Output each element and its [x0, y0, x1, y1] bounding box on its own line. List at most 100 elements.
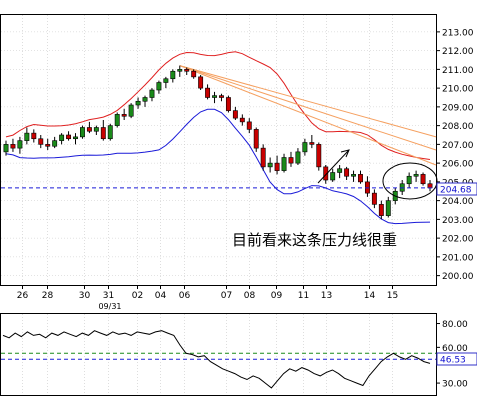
candle-body [295, 151, 301, 164]
x-tick-label: 06 [179, 291, 191, 301]
y-tick-label: 201.00 [442, 253, 474, 263]
x-tick-label: 26 [17, 291, 29, 301]
current-price-box [436, 182, 477, 196]
x-tick-label: 08 [244, 291, 256, 301]
y-tick-label: 203.00 [442, 216, 474, 226]
candle-body [163, 78, 169, 83]
candle-body [302, 142, 308, 153]
candle-body [45, 144, 51, 147]
candle-body [205, 87, 211, 98]
candle-body [80, 127, 85, 138]
candle-body [66, 134, 72, 140]
candle-body [156, 82, 162, 91]
candle-body [274, 162, 280, 171]
x-tick-label: 31 [103, 291, 114, 301]
band-lines [5, 51, 431, 225]
annotation-arrow [317, 149, 350, 184]
lower-band-line [5, 108, 431, 225]
indicator-line [2, 330, 431, 389]
candle-body [330, 172, 336, 181]
y-axis: 200.00201.00202.00203.00204.00205.00206.… [436, 28, 474, 282]
candle-body [149, 89, 155, 98]
x-tick-label: 04 [155, 291, 167, 301]
candle-body [427, 183, 433, 189]
annotation-text: 目前看来这条压力线很重 [232, 231, 397, 249]
current-value-label: 46.53 [440, 356, 466, 366]
candle-body [239, 117, 245, 123]
indicator-panel-frame [0, 313, 437, 396]
candle-body [59, 134, 65, 141]
candle-body [107, 125, 113, 140]
candle-body [406, 175, 412, 185]
candle-body [260, 147, 266, 168]
x-tick-label: 02 [132, 291, 143, 301]
highlight-ellipse [382, 162, 438, 200]
candle-body [177, 69, 183, 72]
upper-band-line [5, 51, 431, 160]
x-tick-label: 15 [387, 291, 398, 301]
candle-body [420, 174, 426, 185]
candle-body [100, 127, 106, 140]
candle-body [351, 174, 356, 177]
candle-body [191, 70, 197, 78]
annotation-arrowhead [340, 149, 350, 158]
indicator-y-tick-label: 60.00 [442, 344, 468, 354]
candle-body [309, 142, 315, 145]
resistance-line [179, 65, 437, 138]
candle-body [10, 144, 16, 149]
candle-body [142, 97, 148, 102]
current-value-box [436, 352, 477, 366]
x-tick-label: 07 [221, 291, 232, 301]
y-tick-label: 212.00 [442, 47, 474, 57]
candle-body [253, 129, 259, 149]
candle-body [232, 110, 238, 119]
candle-body [316, 144, 322, 168]
candle-body [93, 127, 99, 132]
x-tick-label: 30 [79, 291, 91, 301]
x-tick-label: 11 [298, 291, 309, 301]
candle-body [114, 114, 120, 126]
candle-body [121, 114, 127, 117]
indicator-series [1, 330, 436, 389]
candle-body [337, 168, 343, 173]
candle-body [267, 162, 273, 168]
y-tick-label: 208.00 [442, 122, 474, 132]
candle-body [31, 132, 37, 140]
y-tick-label: 209.00 [442, 103, 474, 113]
candle-body [128, 104, 134, 117]
candle-body [198, 76, 204, 89]
candle-body [52, 140, 58, 147]
candle-body [170, 70, 176, 80]
main-gridlines [1, 15, 436, 285]
x-axis: 26 28 30 31 02 04 06 07 08 09 11 13 14 15 [17, 285, 398, 301]
candle-body [225, 97, 231, 111]
candle-body [378, 204, 384, 216]
y-tick-label: 204.00 [442, 197, 474, 207]
candle-body [288, 157, 294, 164]
x-tick-label: 09 [271, 291, 283, 301]
candle-body [86, 127, 92, 132]
x-tick-label: 13 [321, 291, 332, 301]
candle-body [281, 157, 287, 171]
candle-body [358, 174, 363, 183]
candle-body [73, 136, 78, 140]
x-tick-label: 14 [364, 291, 376, 301]
y-tick-label: 206.00 [442, 160, 474, 170]
candle-body [135, 100, 141, 106]
candle-body [246, 121, 252, 130]
candle-body [184, 69, 190, 72]
resistance-lines [179, 65, 437, 166]
candle-body [371, 192, 377, 205]
candle-body [38, 138, 44, 145]
y-tick-label: 200.00 [442, 272, 474, 282]
y-tick-label: 202.00 [442, 235, 474, 245]
candle-body [344, 168, 350, 177]
y-tick-label: 207.00 [442, 141, 474, 151]
candle-body [24, 132, 30, 141]
indicator-y-tick-label: 80.00 [442, 320, 468, 330]
main-panel-frame [0, 14, 437, 286]
candle-body [3, 144, 9, 153]
x-sublabel: 09/31 [98, 302, 121, 311]
